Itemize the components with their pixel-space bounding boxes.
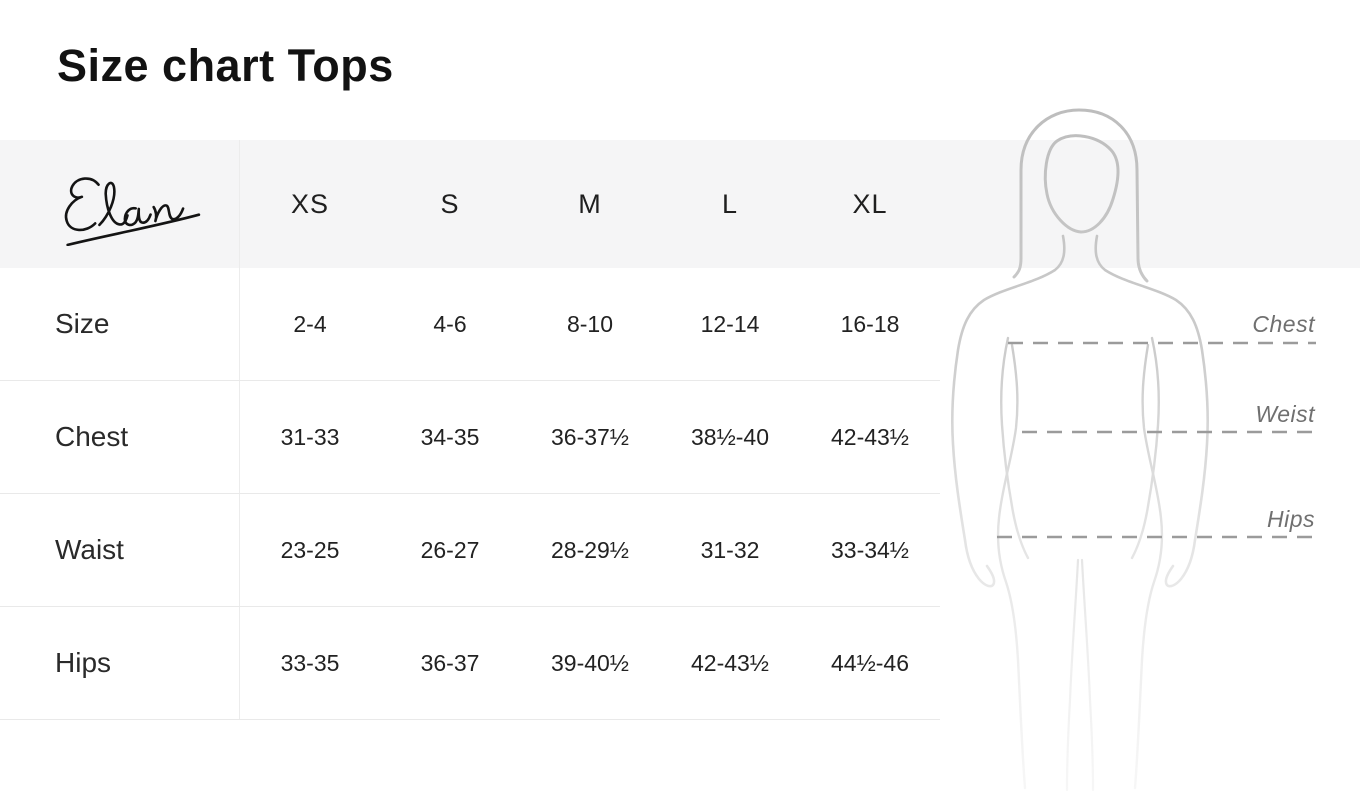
- waist-l-value: 31-32: [700, 536, 760, 563]
- page-title: Size chart Tops: [57, 40, 394, 91]
- col-header-m: M: [578, 188, 602, 219]
- waist-m-value: 28-29½: [550, 536, 629, 563]
- col-header-xs: XS: [290, 188, 330, 219]
- row-label-waist: Waist: [0, 494, 240, 606]
- row-label-chest: Chest: [0, 381, 240, 493]
- col-header-s: S: [440, 188, 460, 219]
- size-m-value: 8-10: [566, 310, 614, 337]
- hips-xl-value: 44½-46: [830, 649, 909, 676]
- chest-s-value: 34-35: [420, 423, 480, 450]
- chest-l-value: 38½-40: [690, 423, 769, 450]
- size-table: XS S M L XL Size 2-4 4-6 8-10 12-14 16-1…: [0, 140, 940, 720]
- col-header-l: L: [721, 188, 739, 219]
- waist-s-value: 26-27: [420, 536, 480, 563]
- size-xl-value: 16-18: [840, 310, 900, 337]
- hips-m-value: 39-40½: [550, 649, 629, 676]
- table-header-row: XS S M L XL: [0, 140, 940, 268]
- chest-measure-label: Chest: [1252, 311, 1315, 337]
- size-l-value: 12-14: [700, 310, 760, 337]
- chest-m-value: 36-37½: [550, 423, 629, 450]
- col-header-xl: XL: [852, 188, 888, 219]
- row-label-hips: Hips: [0, 607, 240, 719]
- hips-l-value: 42-43½: [690, 649, 769, 676]
- waist-xs-value: 23-25: [280, 536, 340, 563]
- table-row-hips: Hips 33-35 36-37 39-40½ 42-43½ 44½-46: [0, 607, 940, 720]
- table-row-waist: Waist 23-25 26-27 28-29½ 31-32 33-34½: [0, 494, 940, 607]
- size-xs-value: 2-4: [293, 310, 327, 337]
- elan-logo-icon: [55, 161, 205, 251]
- hips-measure-label: Hips: [1266, 506, 1315, 532]
- hips-xs-value: 33-35: [280, 649, 340, 676]
- weist-measure-label: Weist: [1255, 401, 1315, 427]
- table-row-chest: Chest 31-33 34-35 36-37½ 38½-40 42-43½: [0, 381, 940, 494]
- waist-xl-value: 33-34½: [830, 536, 909, 563]
- hips-s-value: 36-37: [420, 649, 480, 676]
- chest-xs-value: 31-33: [280, 423, 340, 450]
- chest-xl-value: 42-43½: [830, 423, 909, 450]
- row-label-size: Size: [0, 268, 240, 380]
- brand-logo-cell: [0, 140, 240, 268]
- table-row-size: Size 2-4 4-6 8-10 12-14 16-18: [0, 268, 940, 381]
- size-s-value: 4-6: [433, 310, 467, 337]
